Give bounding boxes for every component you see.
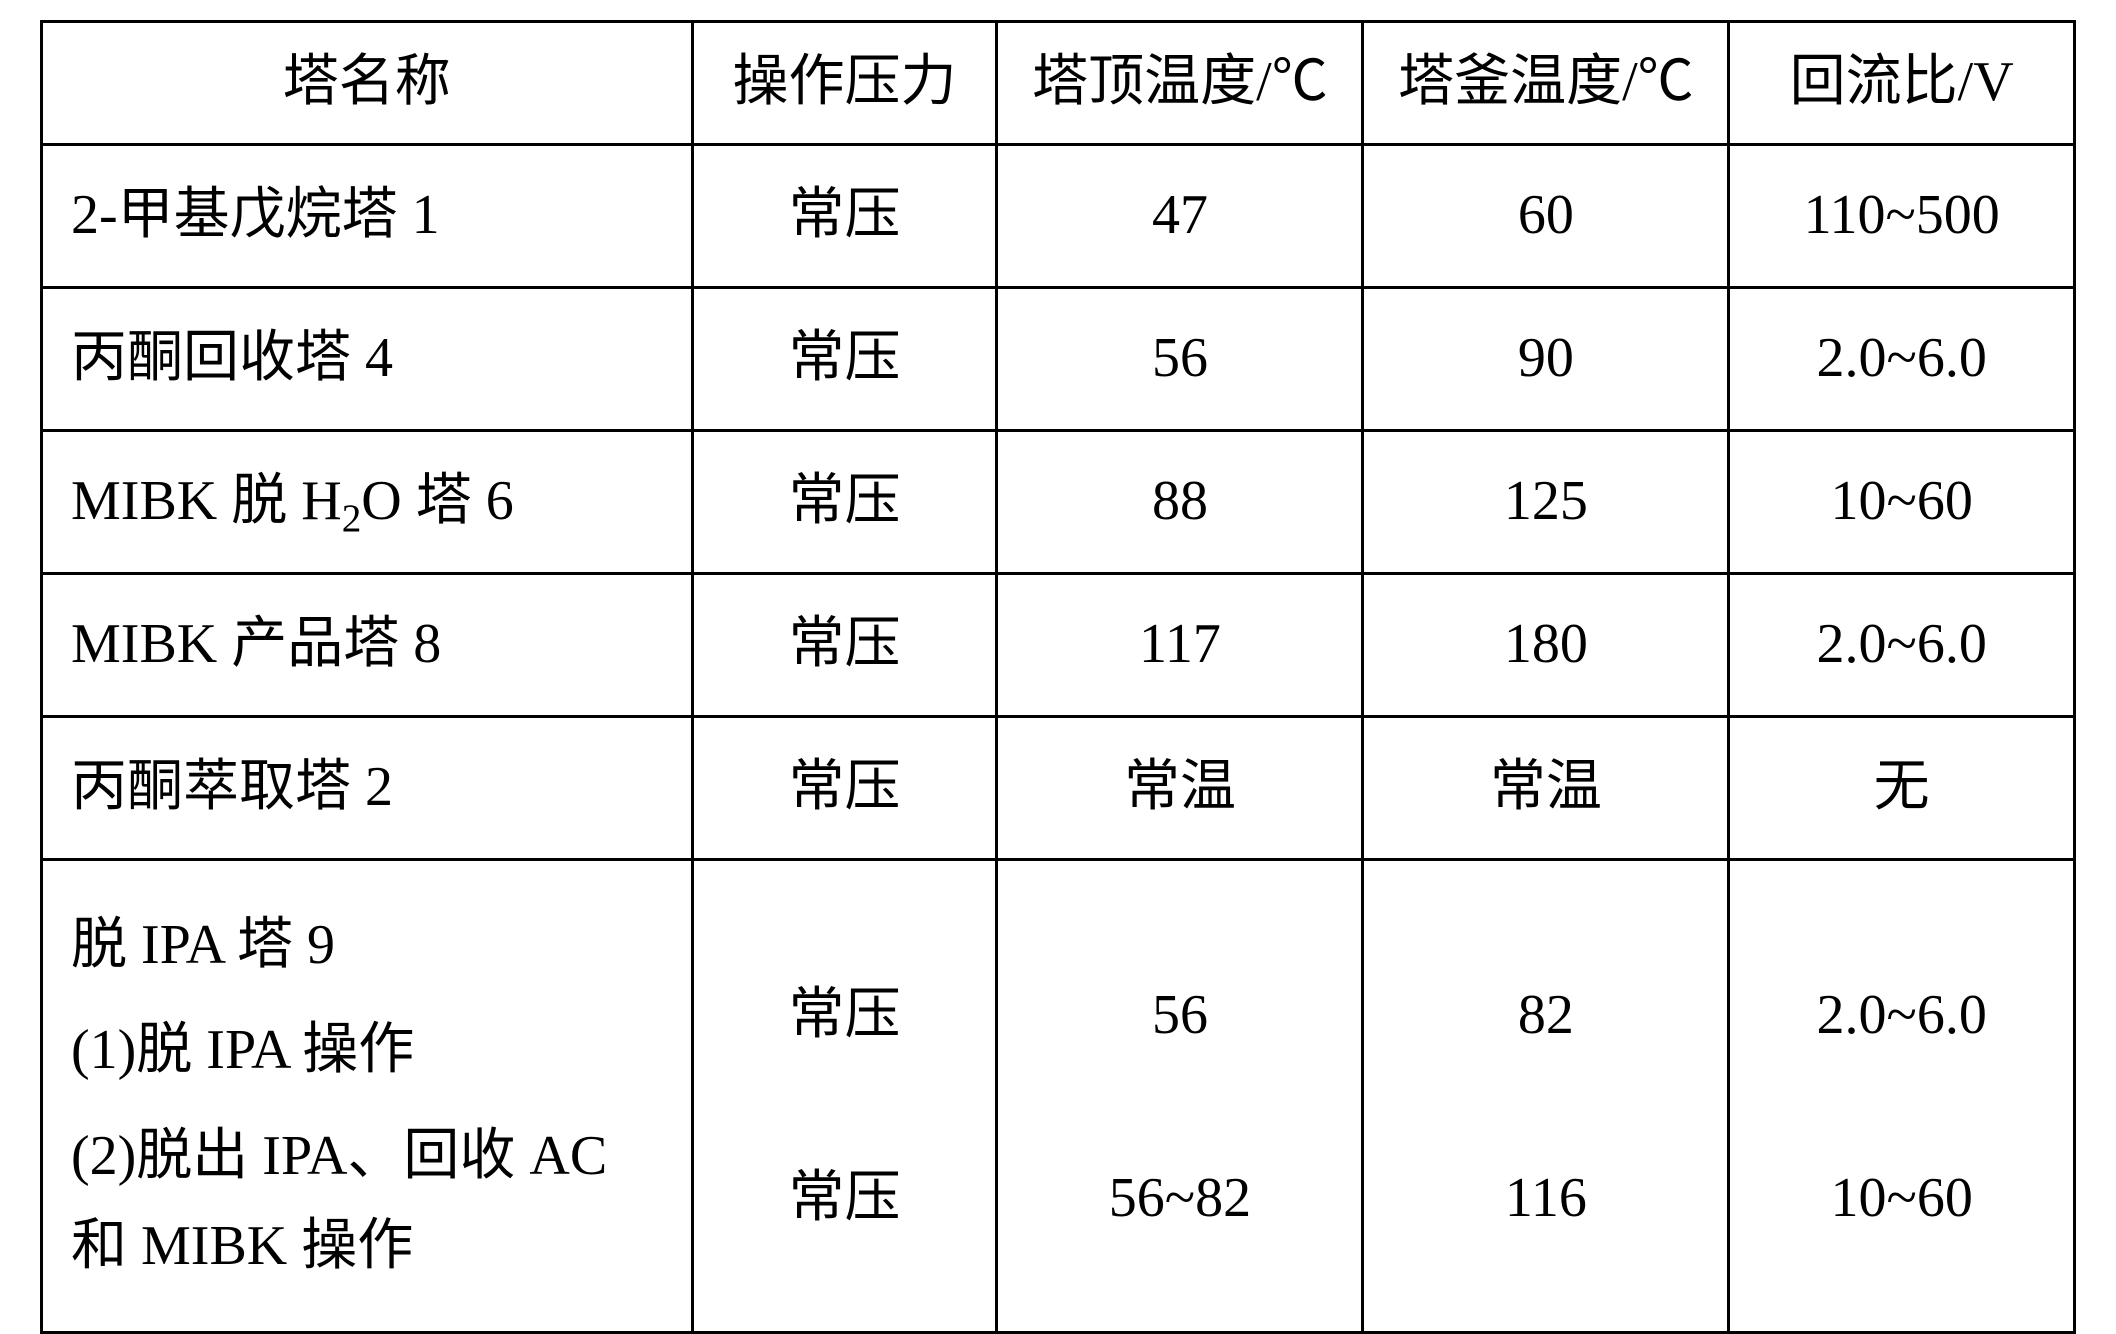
name-suffix: O 塔 6 xyxy=(361,470,513,532)
col-header-reflux: 回流比/V xyxy=(1729,22,2075,145)
bottom-temp-top: 82 xyxy=(1392,861,1699,1067)
cell-pressure: 常压 xyxy=(692,145,997,288)
cell-reflux: 2.0~6.0 xyxy=(1729,288,2075,431)
cell-bottom-temp-combined: 82 116 xyxy=(1363,860,1729,1333)
pressure-bot: 常压 xyxy=(722,1067,968,1331)
cell-top-temp-combined: 56 56~82 xyxy=(997,860,1363,1333)
top-temp-top: 56 xyxy=(1026,861,1333,1067)
cell-bottom-temp: 180 xyxy=(1363,574,1729,717)
combined-line-1: 脱 IPA 塔 9 xyxy=(71,901,663,991)
combined-line-2: (1)脱 IPA 操作 xyxy=(71,1006,663,1096)
cell-pressure-combined: 常压 常压 xyxy=(692,860,997,1333)
cell-top-temp: 常温 xyxy=(997,717,1363,860)
cell-top-temp: 56 xyxy=(997,288,1363,431)
table-row: MIBK 产品塔 8 常压 117 180 2.0~6.0 xyxy=(42,574,2075,717)
cell-pressure: 常压 xyxy=(692,288,997,431)
cell-reflux: 无 xyxy=(1729,717,2075,860)
cell-pressure: 常压 xyxy=(692,717,997,860)
reflux-bot: 10~60 xyxy=(1758,1067,2045,1331)
bottom-temp-bot: 116 xyxy=(1392,1067,1699,1331)
cell-top-temp: 88 xyxy=(997,431,1363,574)
cell-name: 2-甲基戊烷塔 1 xyxy=(42,145,693,288)
table-row-combined: 脱 IPA 塔 9 (1)脱 IPA 操作 (2)脱出 IPA、回收 AC 和 … xyxy=(42,860,2075,1333)
cell-bottom-temp: 90 xyxy=(1363,288,1729,431)
cell-reflux: 2.0~6.0 xyxy=(1729,574,2075,717)
cell-name: MIBK 产品塔 8 xyxy=(42,574,693,717)
name-prefix: MIBK 脱 H xyxy=(71,470,342,532)
table-header-row: 塔名称 操作压力 塔顶温度/℃ 塔釜温度/℃ 回流比/V xyxy=(42,22,2075,145)
pressure-top: 常压 xyxy=(722,861,968,1067)
table-row: MIBK 脱 H2O 塔 6 常压 88 125 10~60 xyxy=(42,431,2075,574)
col-header-name: 塔名称 xyxy=(42,22,693,145)
cell-bottom-temp: 125 xyxy=(1363,431,1729,574)
cell-reflux-combined: 2.0~6.0 10~60 xyxy=(1729,860,2075,1333)
reflux-top: 2.0~6.0 xyxy=(1758,861,2045,1067)
cell-pressure: 常压 xyxy=(692,574,997,717)
cell-top-temp: 47 xyxy=(997,145,1363,288)
combined-line-3b: 和 MIBK 操作 xyxy=(71,1202,663,1292)
col-header-pressure: 操作压力 xyxy=(692,22,997,145)
cell-name: 丙酮萃取塔 2 xyxy=(42,717,693,860)
cell-reflux: 110~500 xyxy=(1729,145,2075,288)
cell-top-temp: 117 xyxy=(997,574,1363,717)
cell-pressure: 常压 xyxy=(692,431,997,574)
col-header-bottom-temp: 塔釜温度/℃ xyxy=(1363,22,1729,145)
table-row: 丙酮回收塔 4 常压 56 90 2.0~6.0 xyxy=(42,288,2075,431)
cell-bottom-temp: 常温 xyxy=(1363,717,1729,860)
cell-reflux: 10~60 xyxy=(1729,431,2075,574)
page: 塔名称 操作压力 塔顶温度/℃ 塔釜温度/℃ 回流比/V 2-甲基戊烷塔 1 常… xyxy=(0,0,2116,1212)
cell-name: 丙酮回收塔 4 xyxy=(42,288,693,431)
cell-bottom-temp: 60 xyxy=(1363,145,1729,288)
name-subscript: 2 xyxy=(342,498,362,541)
top-temp-bot: 56~82 xyxy=(1026,1067,1333,1331)
table-row: 2-甲基戊烷塔 1 常压 47 60 110~500 xyxy=(42,145,2075,288)
col-header-top-temp: 塔顶温度/℃ xyxy=(997,22,1363,145)
table-row: 丙酮萃取塔 2 常压 常温 常温 无 xyxy=(42,717,2075,860)
parameters-table: 塔名称 操作压力 塔顶温度/℃ 塔釜温度/℃ 回流比/V 2-甲基戊烷塔 1 常… xyxy=(40,20,2076,1334)
cell-name-combined: 脱 IPA 塔 9 (1)脱 IPA 操作 (2)脱出 IPA、回收 AC 和 … xyxy=(42,860,693,1333)
combined-line-3a: (2)脱出 IPA、回收 AC xyxy=(71,1112,663,1202)
cell-name: MIBK 脱 H2O 塔 6 xyxy=(42,431,693,574)
